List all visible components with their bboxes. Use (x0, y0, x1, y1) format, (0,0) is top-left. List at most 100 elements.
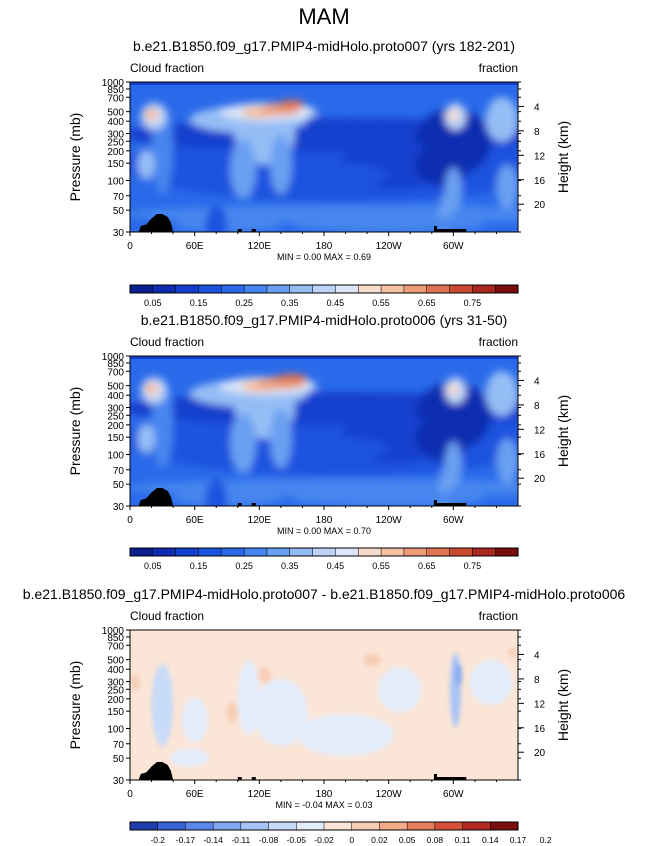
contour-region (230, 413, 257, 473)
field (130, 630, 518, 780)
x-tick-label: 60W (443, 789, 464, 800)
contour-region (259, 435, 389, 463)
terrain-island (251, 229, 256, 232)
colorbar-bin (289, 284, 314, 294)
y-tick-label: 850 (107, 85, 124, 96)
colorbar-bin (357, 547, 382, 557)
y-tick-label: 250 (107, 685, 124, 696)
colorbar-label: 0.14 (482, 835, 499, 845)
contour-region (169, 748, 209, 767)
colorbar-bin (198, 284, 222, 294)
contour-region (447, 383, 459, 395)
y-axis-title-right: Height (km) (555, 669, 571, 741)
terrain-andes (433, 777, 467, 780)
colorbar-label: 0.45 (327, 298, 345, 308)
terrain-island (251, 503, 256, 506)
colorbar-bin (380, 284, 405, 294)
y-tick-label: 300 (107, 678, 124, 689)
terrain-island (251, 777, 256, 780)
colorbar: 0.05 0.15 0.25 0.35 0.45 0.55 0.65 0.75 (129, 284, 519, 308)
colorbar-label: -0.17 (176, 835, 196, 845)
colorbar-bin (426, 284, 451, 294)
x-tick-label: 0 (127, 515, 133, 526)
y-tick-label: 200 (107, 695, 124, 706)
y-tick-label-right: 12 (534, 699, 546, 710)
variable-label: Cloud fraction (130, 61, 204, 75)
contour-region (253, 678, 308, 747)
units-label: fraction (479, 61, 518, 75)
y-tick-label-right: 12 (534, 151, 546, 162)
min-max-stats: MIN = 0.00 MAX = 0.69 (277, 252, 371, 262)
variable-label: Cloud fraction (130, 609, 204, 623)
colorbar-frame (129, 821, 519, 831)
contour-region (291, 217, 486, 232)
colorbar-label: 0.2 (540, 835, 552, 845)
y-tick-label-right: 20 (534, 474, 546, 485)
y-tick-label-right: 20 (534, 200, 546, 211)
x-tick-label: 60E (186, 241, 204, 252)
y-tick-label: 50 (113, 480, 125, 491)
terrain-andes (433, 226, 437, 229)
colorbar-label: 0.05 (399, 835, 416, 845)
y-tick-label-right: 12 (534, 425, 546, 436)
colorbar-bin (434, 821, 464, 831)
colorbar-bin (462, 821, 491, 831)
y-tick-label-right: 16 (534, 450, 546, 461)
x-tick-label: 120W (376, 241, 403, 252)
x-tick-label: 60E (186, 789, 204, 800)
colorbar-label: 0.65 (418, 561, 436, 571)
colorbar-label: 0.17 (510, 835, 527, 845)
y-tick-label: 700 (107, 367, 124, 378)
x-tick-label: 120W (376, 515, 403, 526)
y-tick-label: 1000 (102, 352, 125, 363)
colorbar-bin (129, 547, 154, 557)
colorbar-label: 0.15 (190, 298, 208, 308)
chart-panel-3: b.e21.B1850.f09_g17.PMIP4-midHolo.proto0… (23, 586, 626, 845)
colorbar-bin (240, 821, 270, 831)
colorbar-label: -0.02 (314, 835, 334, 845)
contour-region (237, 660, 260, 735)
colorbar-bin (403, 547, 428, 557)
x-tick-label: 120E (248, 241, 272, 252)
terrain-island (237, 503, 242, 506)
y-tick-label: 400 (107, 391, 124, 402)
colorbar-bin (380, 547, 405, 557)
contour-region (455, 663, 462, 687)
colorbar-bin (266, 284, 291, 294)
colorbar-frame (129, 547, 519, 557)
contour-region (469, 660, 513, 705)
y-tick-label: 200 (107, 421, 124, 432)
colorbar-bin (494, 284, 519, 294)
y-tick-label: 50 (113, 206, 125, 217)
colorbar-bin (406, 821, 436, 831)
y-tick-label: 70 (113, 466, 125, 477)
terrain-africa (138, 214, 174, 232)
x-tick-label: 120E (248, 789, 272, 800)
y-tick-label-right: 16 (534, 724, 546, 735)
colorbar-bin (379, 821, 408, 831)
colorbar-bin (335, 284, 359, 294)
colorbar-label: 0.25 (235, 561, 253, 571)
contour-region (270, 134, 292, 195)
terrain-andes (433, 503, 467, 506)
y-tick-label: 1000 (102, 78, 125, 89)
colorbar-label: -0.05 (287, 835, 307, 845)
y-tick-label-right: 8 (534, 127, 540, 138)
units-label: fraction (479, 609, 518, 623)
colorbar-label: 0.08 (427, 835, 444, 845)
colorbar-bin (449, 547, 473, 557)
colorbar-bin (296, 821, 325, 831)
contour-region (444, 167, 462, 213)
y-axis-title-right: Height (km) (555, 395, 571, 467)
y-tick-label: 700 (107, 641, 124, 652)
contour-region (496, 438, 518, 484)
y-tick-label: 500 (107, 656, 124, 667)
x-tick-label: 180 (316, 241, 333, 252)
field (130, 82, 518, 232)
chart-panel-1: b.e21.B1850.f09_g17.PMIP4-midHolo.proto0… (67, 38, 571, 308)
colorbar-label: 0.05 (144, 298, 162, 308)
colorbar-bin (243, 284, 268, 294)
min-max-stats: MIN = 0.00 MAX = 0.70 (277, 526, 371, 536)
terrain-andes (433, 774, 437, 777)
colorbar-label: 0.65 (418, 298, 436, 308)
